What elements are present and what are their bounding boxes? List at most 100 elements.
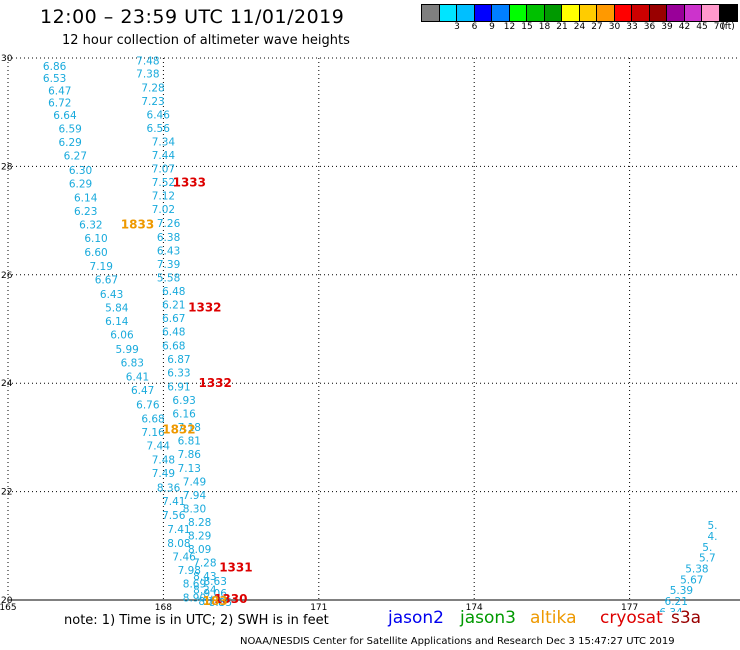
swh-value: 7.48	[152, 455, 175, 467]
page-title: 12:00 – 23:59 UTC 11/01/2019	[40, 6, 345, 28]
swh-value: 6.46	[147, 109, 171, 121]
track-label: 1332	[198, 376, 231, 390]
swh-value: 6.48	[162, 286, 185, 298]
observation-labels: 6.866.536.476.726.646.596.296.276.306.29…	[43, 56, 718, 612]
swh-value: 7.41	[162, 496, 185, 508]
scale-swatch	[526, 4, 546, 22]
swh-value: 5.	[707, 520, 717, 532]
page-subtitle: 12 hour collection of altimeter wave hei…	[62, 33, 350, 48]
swh-value: 6.47	[48, 86, 71, 98]
swh-value: 7.49	[152, 468, 175, 480]
swh-value: 5.7	[699, 553, 716, 565]
swh-value: 7.28	[141, 82, 164, 94]
scale-label: 33	[626, 22, 638, 32]
swh-value: 8.63	[204, 576, 227, 588]
scale-swatch	[491, 4, 511, 22]
swh-value: 6.48	[162, 327, 185, 339]
swh-value: 5.39	[670, 585, 693, 597]
swh-value: 8.28	[188, 517, 211, 529]
swh-value: 6.68	[141, 413, 164, 425]
swh-value: 9.06	[204, 588, 228, 600]
map-grid	[7, 57, 740, 601]
scale-swatch	[473, 4, 493, 22]
swh-value: 6.06	[110, 329, 134, 341]
lat-tick-label: 20	[1, 596, 13, 606]
lat-tick-label: 24	[1, 379, 13, 389]
scale-swatch	[596, 4, 616, 22]
lat-tick-label: 22	[1, 488, 12, 498]
scale-label: 30	[608, 22, 621, 32]
swh-value: 6.43	[100, 289, 123, 301]
swh-value: 8.30	[183, 503, 206, 515]
scale-swatch	[718, 4, 738, 22]
scale-swatch	[561, 4, 581, 22]
swh-value: 7.86	[178, 449, 202, 461]
scale-swatch	[666, 4, 686, 22]
swh-value: 8.09	[188, 544, 211, 556]
scale-swatch	[648, 4, 668, 22]
swh-value: 5.84	[105, 302, 129, 314]
scale-label: 3	[454, 22, 460, 32]
lon-tick-label: 174	[466, 603, 483, 612]
scale-label: 70	[713, 22, 726, 32]
swh-value: 6.10	[84, 233, 107, 245]
swh-value: 6.41	[126, 372, 149, 384]
scale-label: 42	[678, 22, 691, 32]
scale-swatch	[508, 4, 528, 22]
scale-swatch	[701, 4, 721, 22]
swh-value: 6.81	[178, 436, 201, 448]
swh-value: 7.49	[183, 476, 206, 488]
legend-altika: altika	[530, 608, 577, 628]
swh-value: 7.07	[152, 164, 175, 176]
scale-swatch	[438, 4, 458, 22]
swh-value: 6.72	[48, 97, 71, 109]
swh-value: 6.67	[95, 275, 118, 287]
track-label: 1332	[188, 300, 221, 314]
swh-value: 7.94	[183, 490, 207, 502]
scale-swatch	[421, 4, 441, 22]
scale-label: 15	[521, 22, 533, 32]
scale-label: 21	[556, 22, 568, 32]
swh-value: 8.74	[198, 596, 222, 608]
swh-value: 6.93	[172, 395, 195, 407]
swh-value: 7.98	[178, 565, 201, 577]
swh-value: 7.38	[136, 69, 159, 81]
swh-value: 6.32	[79, 219, 102, 231]
track-label: 1333	[173, 176, 206, 190]
swh-value: 5.	[702, 542, 712, 554]
swh-value: 8.29	[188, 531, 211, 543]
scale-label: 27	[591, 22, 603, 32]
swh-value: 7.18	[178, 422, 201, 434]
legend-cryosat: cryosat	[600, 608, 663, 628]
swh-value: 6.43	[157, 245, 180, 257]
scale-label: 12	[503, 22, 516, 32]
swh-value: 6.91	[167, 381, 190, 393]
note-text: note: 1) Time is in UTC; 2) SWH is in fe…	[64, 613, 329, 628]
swh-value: 6.16	[172, 409, 196, 421]
swh-value: 7.02	[152, 204, 175, 216]
swh-value: 6.60	[84, 247, 107, 259]
swh-value: 7.48	[136, 56, 159, 68]
track-label: 1330	[214, 592, 247, 606]
swh-value: 4.	[707, 531, 717, 543]
swh-value: 8.90	[183, 592, 206, 604]
scale-label: 18	[538, 22, 551, 32]
lon-tick-label: 168	[155, 603, 172, 612]
swh-value: 8.08	[167, 538, 190, 550]
swh-value: 6.86	[43, 61, 67, 73]
scale-label: 6	[471, 22, 478, 32]
swh-value: 7.39	[157, 259, 180, 271]
swh-value: 6.87	[167, 354, 190, 366]
swh-value: 7.26	[157, 218, 181, 230]
scale-label: 36	[643, 22, 656, 32]
swh-value: 6.30	[69, 165, 92, 177]
swh-value: 6.56	[147, 123, 171, 135]
swh-value: 6.47	[131, 385, 154, 397]
swh-value: 6.21	[665, 596, 688, 608]
swh-value: 7.56	[162, 510, 186, 522]
lat-tick-label: 26	[1, 271, 13, 281]
swh-value: 7.12	[152, 191, 175, 203]
swh-value: 7.41	[167, 524, 190, 536]
swh-value: 6.76	[136, 399, 160, 411]
